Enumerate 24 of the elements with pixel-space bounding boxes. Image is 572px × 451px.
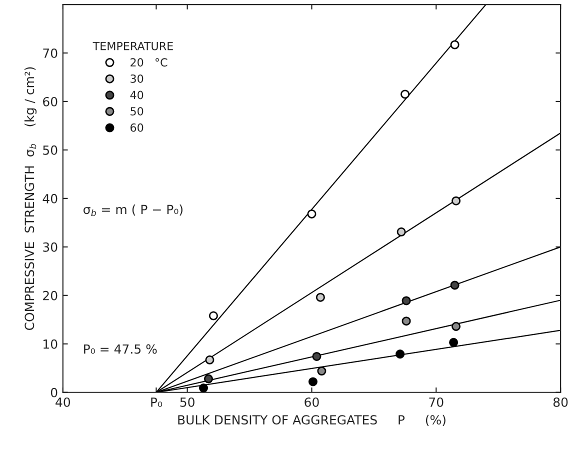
x-tick-label: 70 [429, 397, 444, 407]
legend-label: 60 [130, 123, 144, 132]
y-tick-label: 30 [43, 242, 58, 252]
x-tick-label: 40 [56, 397, 70, 407]
y-tick-label: 10 [44, 339, 58, 349]
y-tick-label: 50 [43, 145, 58, 155]
x-tick-label: 60 [304, 397, 319, 407]
x-tick-label: P₀ [151, 398, 162, 407]
text: COMPRESSIVE STRENGTH σ$_{b}$ (kg / cm²) [24, 67, 37, 330]
y-tick-label: 20 [43, 290, 58, 300]
legend-label: 30 [130, 74, 144, 83]
x-axis-title: BULK DENSITY OF AGGREGATES P (%) [178, 414, 446, 426]
legend-label: 20 °C [130, 58, 168, 67]
annotation: σ$_{b}$ = m ( P − P₀) [84, 204, 182, 216]
y-tick-label: 70 [43, 48, 58, 58]
x-tick-label: 50 [180, 397, 194, 407]
annotation: P₀ = 47.5 % [84, 344, 157, 354]
y-tick-label: 0 [50, 388, 58, 398]
y-tick-label: 60 [43, 96, 58, 106]
legend-label: 50 [130, 107, 144, 116]
legend-title: TEMPERATURE [92, 42, 173, 50]
legend-label: 40 [130, 90, 144, 100]
x-tick-label: 80 [553, 397, 568, 407]
y-tick-label: 40 [42, 194, 58, 204]
